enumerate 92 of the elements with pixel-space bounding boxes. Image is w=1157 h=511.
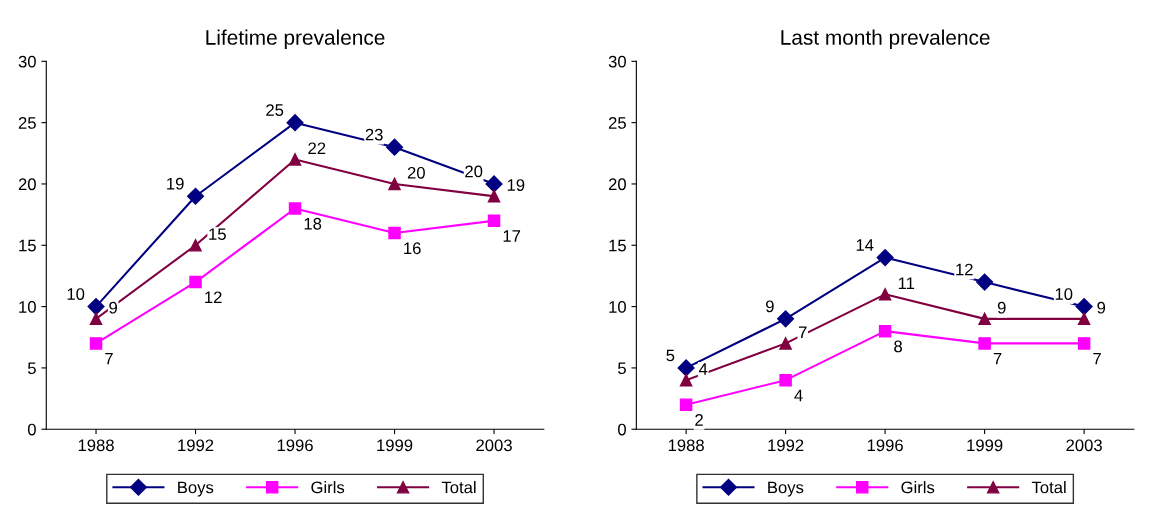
point [385,138,404,156]
x-tick-label: 1996 [277,439,313,452]
point [978,337,991,350]
legend-label: Boys [768,481,804,497]
data-label: 14 [856,239,874,251]
y-tick-label: 10 [609,301,626,313]
y-tick-label: 5 [618,362,626,375]
point [677,359,695,377]
data-label: 7 [993,352,1002,365]
y-tick-label: 0 [27,423,36,436]
point [87,298,105,316]
x-tick-label: 1992 [178,439,214,452]
y-tick-label: 15 [19,239,36,252]
x-tick-label: 1988 [78,439,114,452]
point [976,273,994,291]
point [288,202,302,215]
point [186,187,205,205]
point [878,288,892,301]
point [876,248,894,267]
y-tick-label: 25 [608,117,626,129]
point [878,324,892,338]
chart-title: Last month prevalence [781,29,990,49]
y-tick-label: 10 [19,301,36,313]
y-tick-label: 25 [18,117,36,129]
point [1077,337,1091,350]
point [388,226,401,240]
point [189,239,202,252]
y-tick-label: 0 [618,423,626,436]
data-label: 16 [404,242,421,255]
y-tick-label: 15 [609,239,626,252]
data-label: 9 [109,301,118,314]
x-tick-label: 2003 [1066,439,1102,452]
x-tick-label: 1999 [967,439,1003,452]
point [679,398,693,411]
data-label: 12 [956,263,973,276]
y-tick-label: 30 [18,55,36,68]
point [487,189,501,203]
point [89,312,103,326]
legend-label: Total [441,481,476,494]
data-label: 10 [67,288,85,300]
y-tick-label: 30 [608,55,626,68]
point [779,373,792,387]
data-label: 11 [898,277,915,289]
point [286,114,304,132]
point [487,214,501,228]
data-label: 7 [105,352,113,365]
point [779,337,792,350]
chart-title: Lifetime prevalence [206,29,385,49]
y-tick-label: 5 [27,362,36,375]
data-label: 19 [507,179,525,191]
data-label: 7 [798,326,807,338]
point [679,373,693,387]
x-tick-label: 2003 [476,439,512,452]
x-tick-label: 1996 [867,439,903,452]
data-label: 9 [766,300,774,313]
x-tick-label: 1988 [668,439,704,452]
data-label: 22 [308,142,326,155]
data-label: 18 [304,217,322,230]
point [388,177,401,191]
data-label: 23 [365,128,383,141]
data-label: 8 [894,340,902,353]
data-label: 15 [209,228,226,241]
point [189,275,202,289]
point [485,175,503,193]
data-label: 10 [1055,288,1073,300]
data-label: 4 [698,363,708,375]
point [1075,298,1093,316]
data-label: 17 [503,230,521,242]
data-label: 4 [794,389,803,402]
data-label: 25 [266,104,284,116]
data-label: 12 [205,291,222,304]
point [1077,312,1091,326]
point [777,310,795,328]
data-label: 20 [407,166,425,179]
point [89,337,103,350]
data-label: 5 [666,349,675,362]
point [288,153,302,166]
y-tick-label: 20 [18,178,36,191]
data-label: 19 [167,177,184,190]
data-label: 20 [465,165,483,178]
x-tick-label: 1992 [768,439,804,452]
legend-label: Boys [178,481,214,497]
y-tick-label: 20 [608,178,626,191]
data-label: 9 [997,301,1006,314]
data-label: 2 [695,414,703,426]
legend-label: Girls [311,481,345,494]
legend-label: Total [1031,481,1066,494]
legend-label: Girls [901,481,935,494]
point [978,312,991,326]
data-label: 9 [1097,301,1106,314]
data-label: 7 [1093,352,1101,365]
x-tick-label: 1999 [377,439,413,452]
